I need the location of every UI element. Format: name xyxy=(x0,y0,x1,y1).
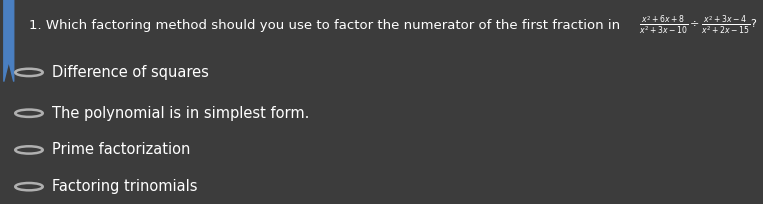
Text: Difference of squares: Difference of squares xyxy=(52,65,209,80)
Text: The polynomial is in simplest form.: The polynomial is in simplest form. xyxy=(52,106,309,121)
Polygon shape xyxy=(4,0,14,82)
Text: 1. Which factoring method should you use to factor the numerator of the first fr: 1. Which factoring method should you use… xyxy=(29,19,620,32)
Text: Factoring trinomials: Factoring trinomials xyxy=(52,179,198,194)
Text: $\frac{x^2+6x+8}{x^2+3x-10} \div \frac{x^2+3x-4}{x^2+2x-15}$?: $\frac{x^2+6x+8}{x^2+3x-10} \div \frac{x… xyxy=(639,15,758,36)
Text: Prime factorization: Prime factorization xyxy=(52,142,190,157)
